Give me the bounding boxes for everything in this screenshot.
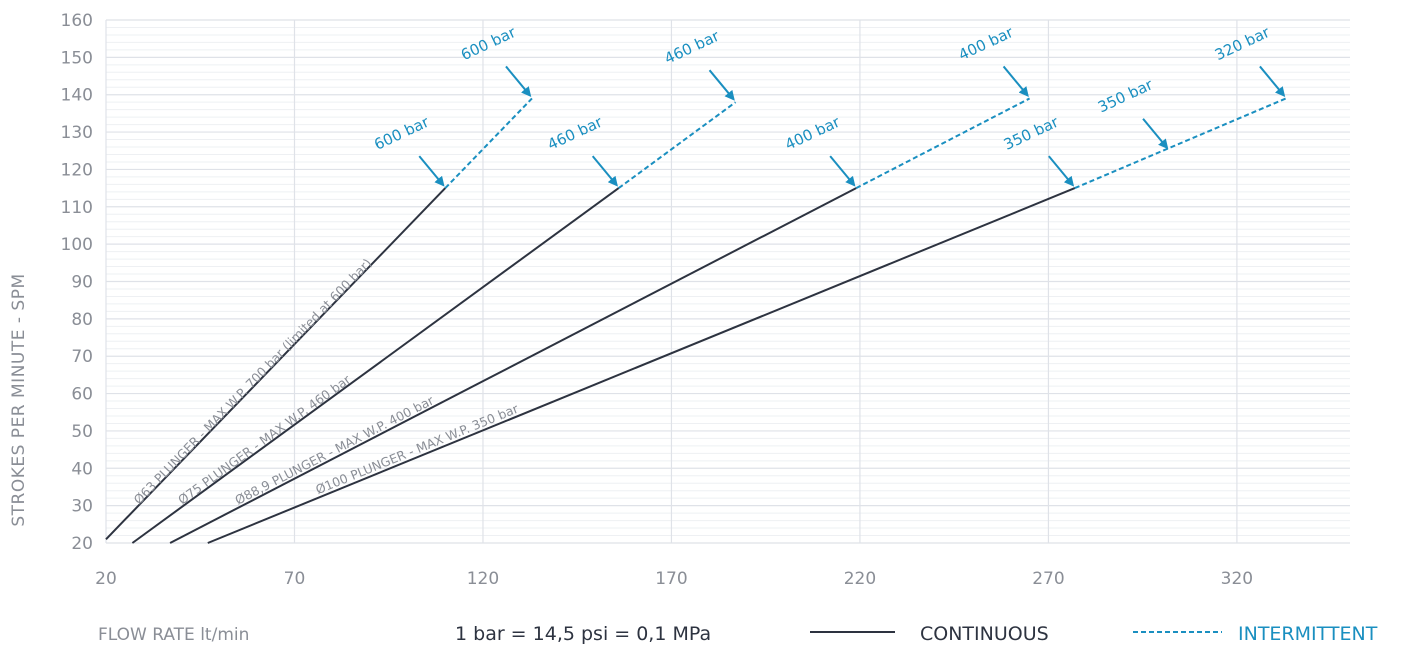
x-tick-label: 220 [844,569,876,589]
x-tick-label: 120 [467,569,499,589]
y-tick-label: 130 [61,123,93,143]
callout-label: 460 bar [545,112,606,153]
series-line-continuous [169,187,857,544]
callout-label: 350 bar [1001,112,1062,153]
callout-arrow [708,69,735,101]
callout-arrow [591,155,618,187]
callout-arrow [1002,65,1029,97]
callout-arrow [505,65,532,97]
grid [105,19,1350,544]
series-line-intermittent [444,97,533,189]
y-tick-label: 80 [71,310,93,330]
y-tick-label: 140 [61,86,93,106]
legend-continuous-label: CONTINUOUS [920,623,1049,645]
series-line-continuous [105,187,446,540]
x-tick-label: 170 [655,569,687,589]
y-tick-label: 30 [71,497,93,517]
callout-arrow [1259,65,1286,97]
y-axis-label: STROKES PER MINUTE - SPM [9,273,29,526]
x-tick-label: 320 [1221,569,1253,589]
y-tick-label: 60 [71,385,93,405]
callout-arrow [829,155,856,187]
y-tick-label: 40 [71,459,93,479]
y-tick-label: 20 [71,534,93,554]
callout-label: 350 bar [1095,75,1156,116]
y-axis-ticks: 20 30 40 50 60 70 80 90 100 110 120 130 140 150 160 [61,11,93,554]
series-line-intermittent [855,97,1031,189]
y-tick-label: 160 [61,11,93,31]
y-tick-label: 70 [71,347,93,367]
callout-arrow [1048,155,1075,187]
y-tick-label: 150 [61,48,93,68]
y-tick-label: 110 [61,198,93,218]
callout-label: 400 bar [782,112,843,153]
unit-note: 1 bar = 14,5 psi = 0,1 MPa [455,623,711,645]
callout-arrow [1142,118,1169,150]
y-tick-label: 50 [71,422,93,442]
callout-label: 460 bar [662,27,723,68]
x-tick-label: 70 [284,569,306,589]
y-tick-label: 90 [71,273,93,293]
y-tick-label: 100 [61,235,93,255]
series-group: Ø63 PLUNGER - MAX W.P. 700 bar (limited … [105,97,1287,544]
x-tick-label: 20 [95,569,117,589]
x-tick-label: 270 [1032,569,1064,589]
legend: CONTINUOUS INTERMITTENT [810,623,1378,645]
x-axis-ticks: 20 70 120 170 220 270 320 [95,569,1253,589]
series-line-intermittent [618,101,737,189]
x-axis-label: FLOW RATE lt/min [98,625,249,645]
y-tick-label: 120 [61,160,93,180]
series-line-intermittent [1074,97,1287,190]
callout-label: 600 bar [371,112,432,153]
legend-intermittent-label: INTERMITTENT [1238,623,1378,645]
series-line-continuous [207,187,1076,544]
callout-arrow [418,155,445,187]
series-line-continuous [131,187,620,544]
